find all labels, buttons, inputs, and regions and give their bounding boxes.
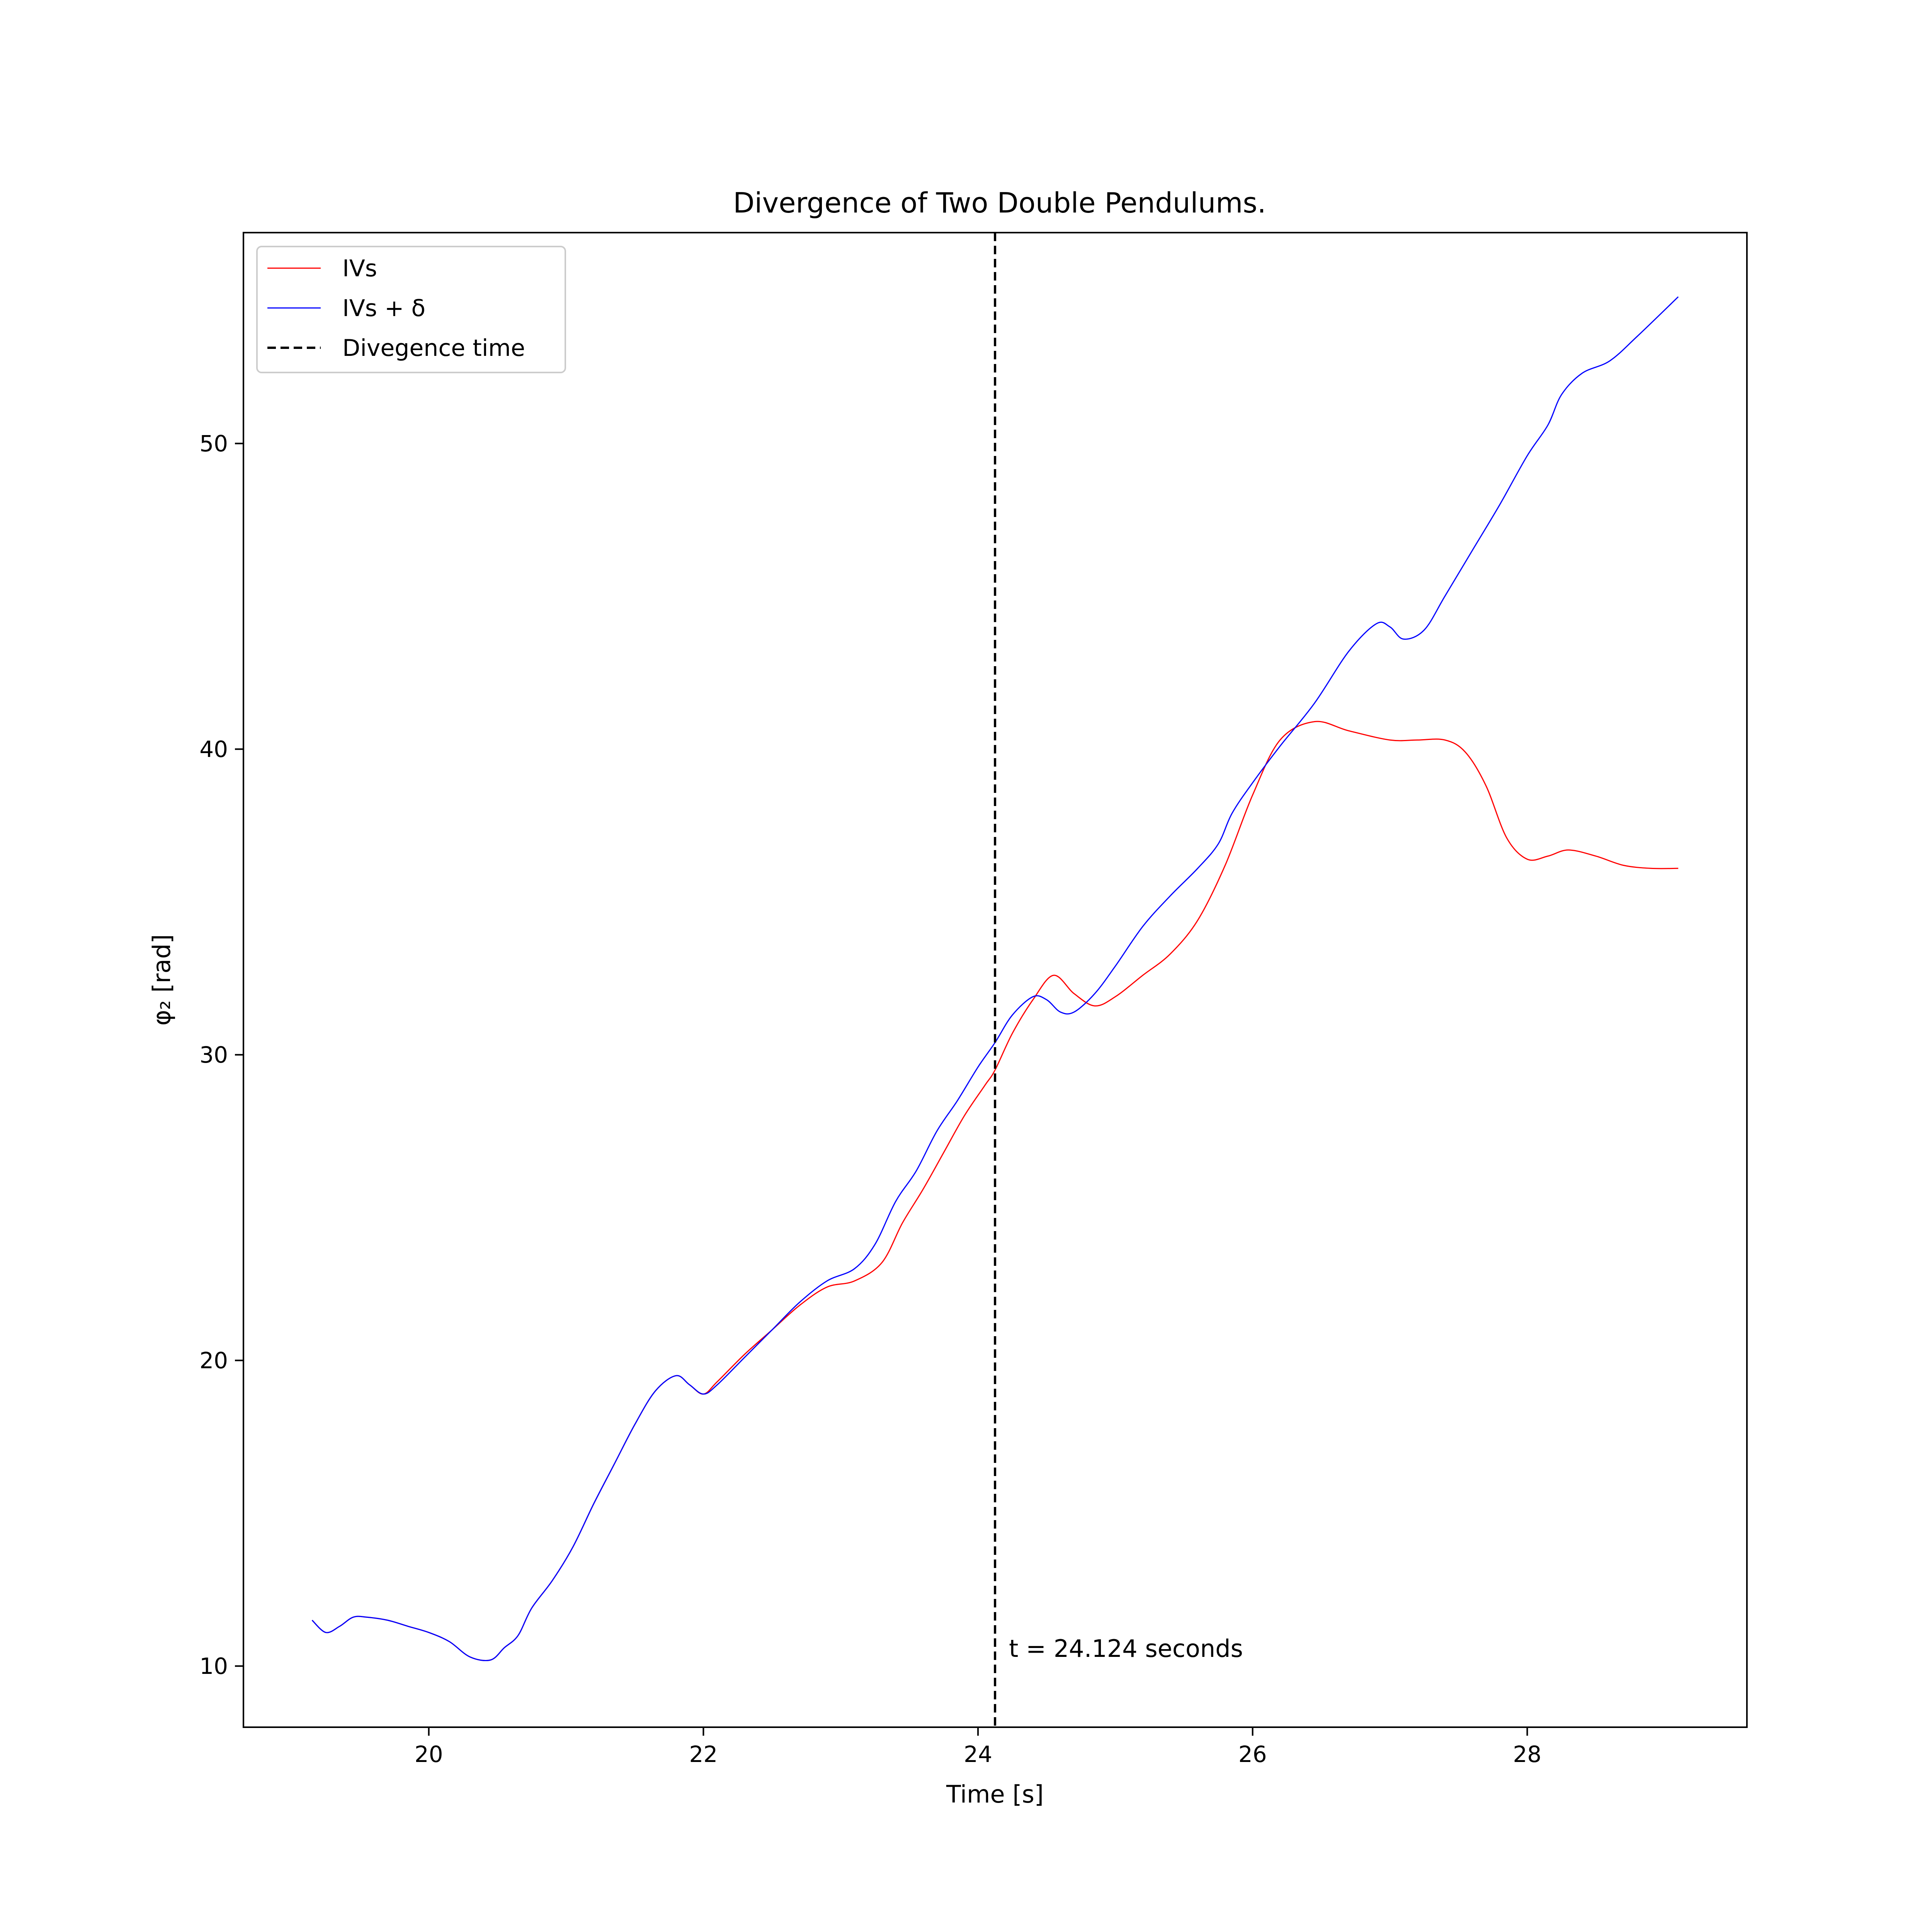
legend-label-ivs-delta: IVs + δ — [342, 295, 425, 322]
y-axis-label: φ₂ [rad] — [148, 934, 176, 1026]
chart-title: Divergence of Two Double Pendulums. — [733, 187, 1266, 219]
y-tick-label: 20 — [199, 1347, 228, 1374]
y-tick-label: 10 — [199, 1653, 228, 1679]
series-line-ivs-delta — [311, 296, 1679, 1662]
y-tick-label: 30 — [199, 1042, 228, 1068]
plot-frame — [243, 232, 1748, 1728]
x-axis-label: Time [s] — [946, 1780, 1044, 1808]
series-layer — [311, 296, 1679, 1662]
x-tick-label: 26 — [1238, 1741, 1267, 1767]
x-tick-label: 20 — [415, 1741, 443, 1767]
legend-label-ivs: IVs — [342, 255, 377, 282]
legend: IVs IVs + δ Divegence time — [256, 246, 566, 373]
x-tick-label: 24 — [964, 1741, 992, 1767]
y-tick-label: 50 — [199, 430, 228, 457]
y-tick-label: 40 — [199, 736, 228, 762]
y-axis: 10 20 30 40 50 — [199, 430, 243, 1679]
legend-label-divergence: Divegence time — [342, 335, 525, 362]
x-tick-label: 22 — [689, 1741, 718, 1767]
divergence-annotation: t = 24.124 seconds — [1009, 1634, 1243, 1663]
x-tick-label: 28 — [1513, 1741, 1542, 1767]
legend-box — [256, 246, 566, 373]
x-axis: 20 22 24 26 28 — [415, 1727, 1542, 1767]
